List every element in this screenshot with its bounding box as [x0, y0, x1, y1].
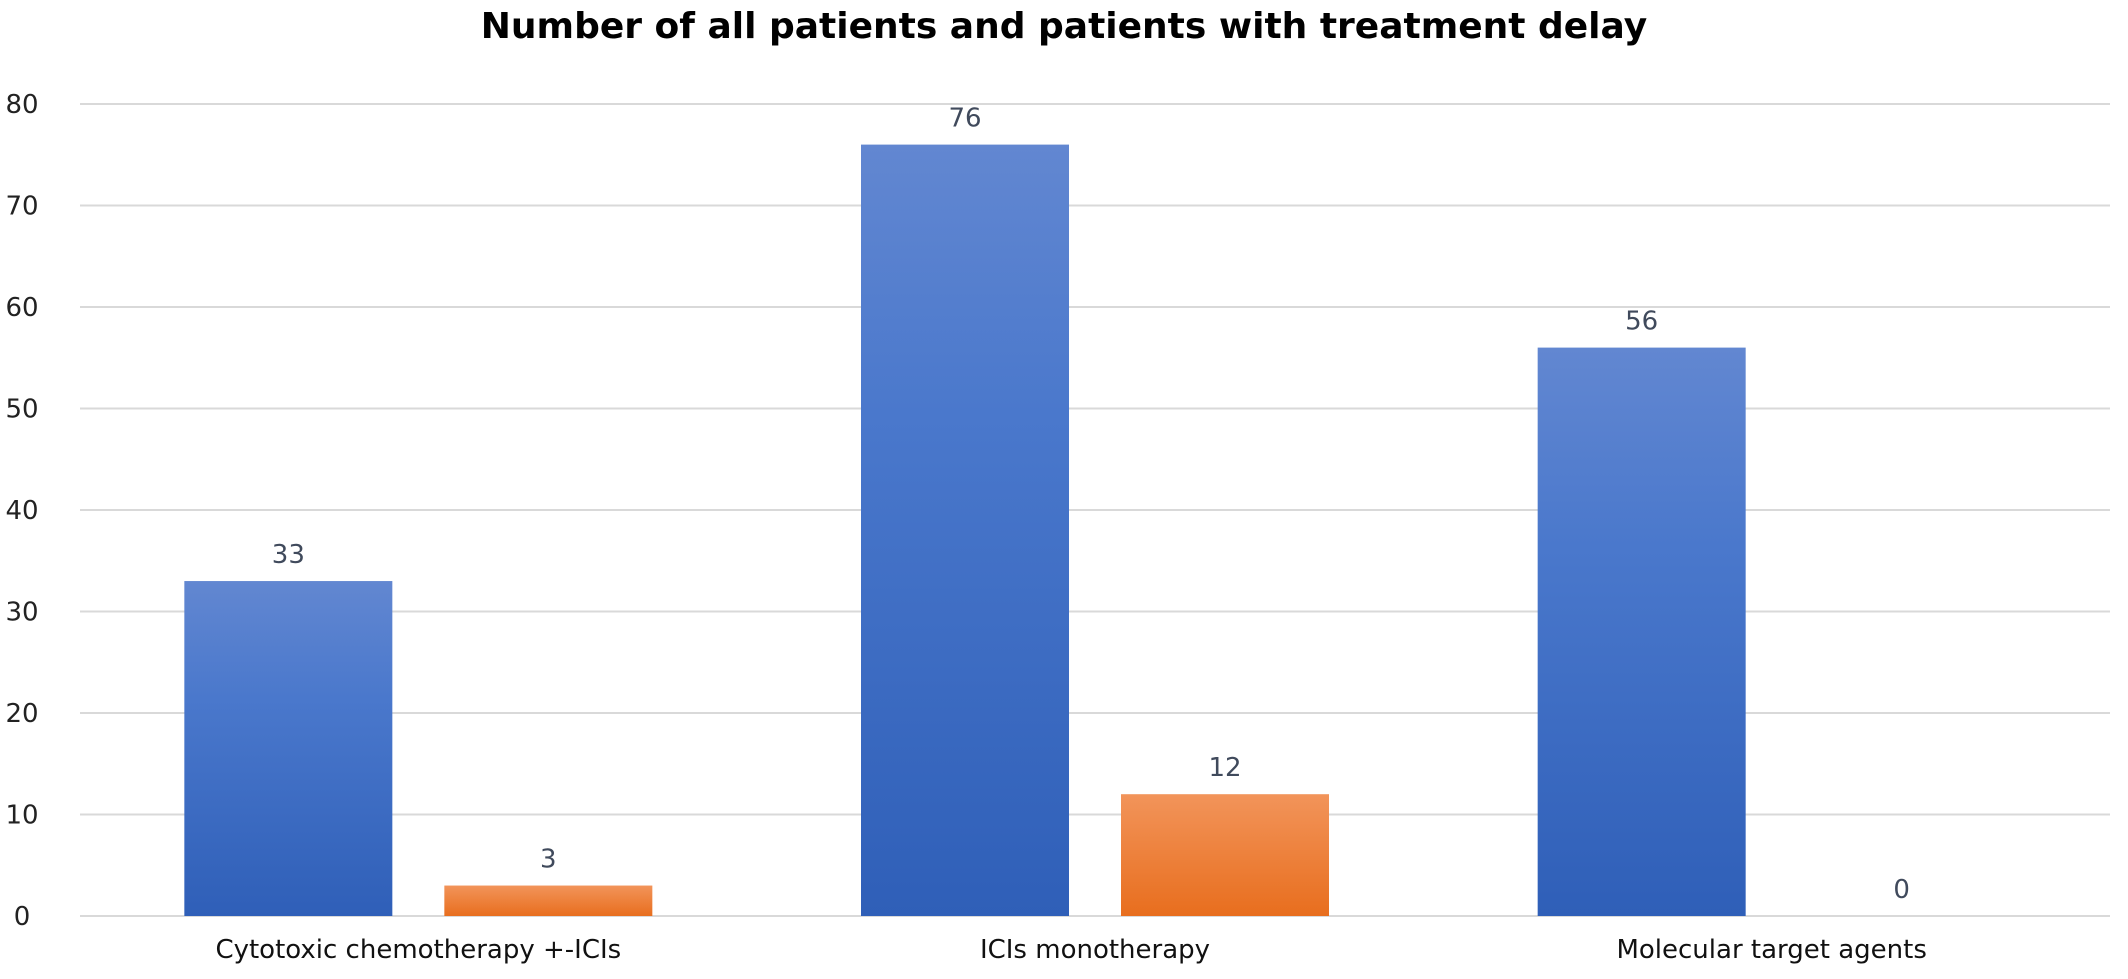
x-tick-label: ICIs monotherapy — [980, 935, 1210, 965]
chart-title: Number of all patients and patients with… — [480, 6, 1648, 47]
bar — [444, 885, 653, 916]
bar — [861, 144, 1069, 917]
y-tick-label: 20 — [5, 699, 38, 729]
data-label: 0 — [1893, 875, 1910, 905]
data-label: 76 — [948, 104, 981, 134]
x-tick-label: Cytotoxic chemotherapy +-ICIs — [215, 935, 621, 965]
bars — [184, 144, 1746, 917]
y-tick-label: 0 — [14, 902, 31, 932]
x-tick-label: Molecular target agents — [1616, 935, 1926, 965]
x-axis-categories: Cytotoxic chemotherapy +-ICIs ICIs monoth… — [215, 935, 1926, 965]
y-tick-label: 60 — [5, 293, 38, 323]
data-label: 33 — [272, 540, 305, 570]
y-axis-ticks: 0 10 20 30 40 50 60 70 80 — [5, 90, 38, 932]
data-label: 12 — [1208, 753, 1241, 783]
y-tick-label: 70 — [5, 192, 38, 222]
data-label: 56 — [1625, 307, 1658, 337]
bar — [184, 581, 393, 916]
y-tick-label: 30 — [5, 598, 38, 628]
gridlines — [80, 103, 2110, 917]
bar — [1121, 794, 1329, 916]
y-tick-label: 50 — [5, 395, 38, 425]
data-label: 3 — [540, 845, 557, 875]
y-tick-label: 80 — [5, 90, 38, 120]
y-tick-label: 10 — [5, 801, 38, 831]
y-tick-label: 40 — [5, 496, 38, 526]
bar — [1537, 347, 1746, 917]
